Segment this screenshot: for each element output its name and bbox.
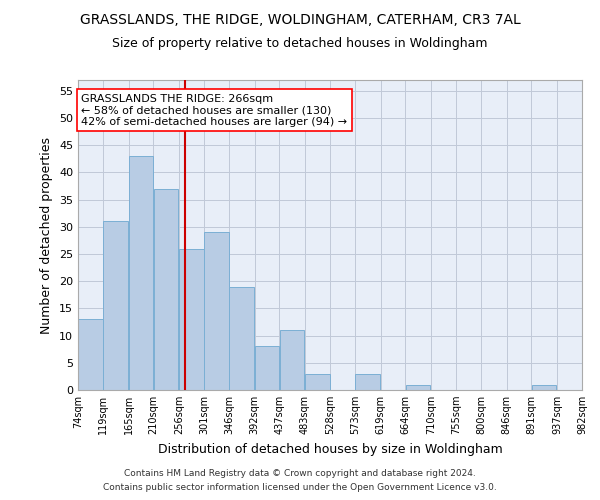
Y-axis label: Number of detached properties: Number of detached properties xyxy=(40,136,53,334)
Bar xyxy=(406,384,430,390)
Bar xyxy=(355,374,380,390)
Text: Contains HM Land Registry data © Crown copyright and database right 2024.: Contains HM Land Registry data © Crown c… xyxy=(124,468,476,477)
Text: GRASSLANDS THE RIDGE: 266sqm
← 58% of detached houses are smaller (130)
42% of s: GRASSLANDS THE RIDGE: 266sqm ← 58% of de… xyxy=(82,94,347,127)
Bar xyxy=(78,320,103,390)
Text: Contains public sector information licensed under the Open Government Licence v3: Contains public sector information licen… xyxy=(103,484,497,492)
Bar xyxy=(103,222,128,390)
Bar xyxy=(179,248,204,390)
X-axis label: Distribution of detached houses by size in Woldingham: Distribution of detached houses by size … xyxy=(158,442,502,456)
Bar xyxy=(229,286,254,390)
Bar xyxy=(154,189,178,390)
Bar xyxy=(128,156,154,390)
Text: Size of property relative to detached houses in Woldingham: Size of property relative to detached ho… xyxy=(112,38,488,51)
Bar xyxy=(305,374,330,390)
Bar xyxy=(532,384,556,390)
Text: GRASSLANDS, THE RIDGE, WOLDINGHAM, CATERHAM, CR3 7AL: GRASSLANDS, THE RIDGE, WOLDINGHAM, CATER… xyxy=(80,12,520,26)
Bar xyxy=(280,330,304,390)
Bar xyxy=(254,346,280,390)
Bar xyxy=(204,232,229,390)
